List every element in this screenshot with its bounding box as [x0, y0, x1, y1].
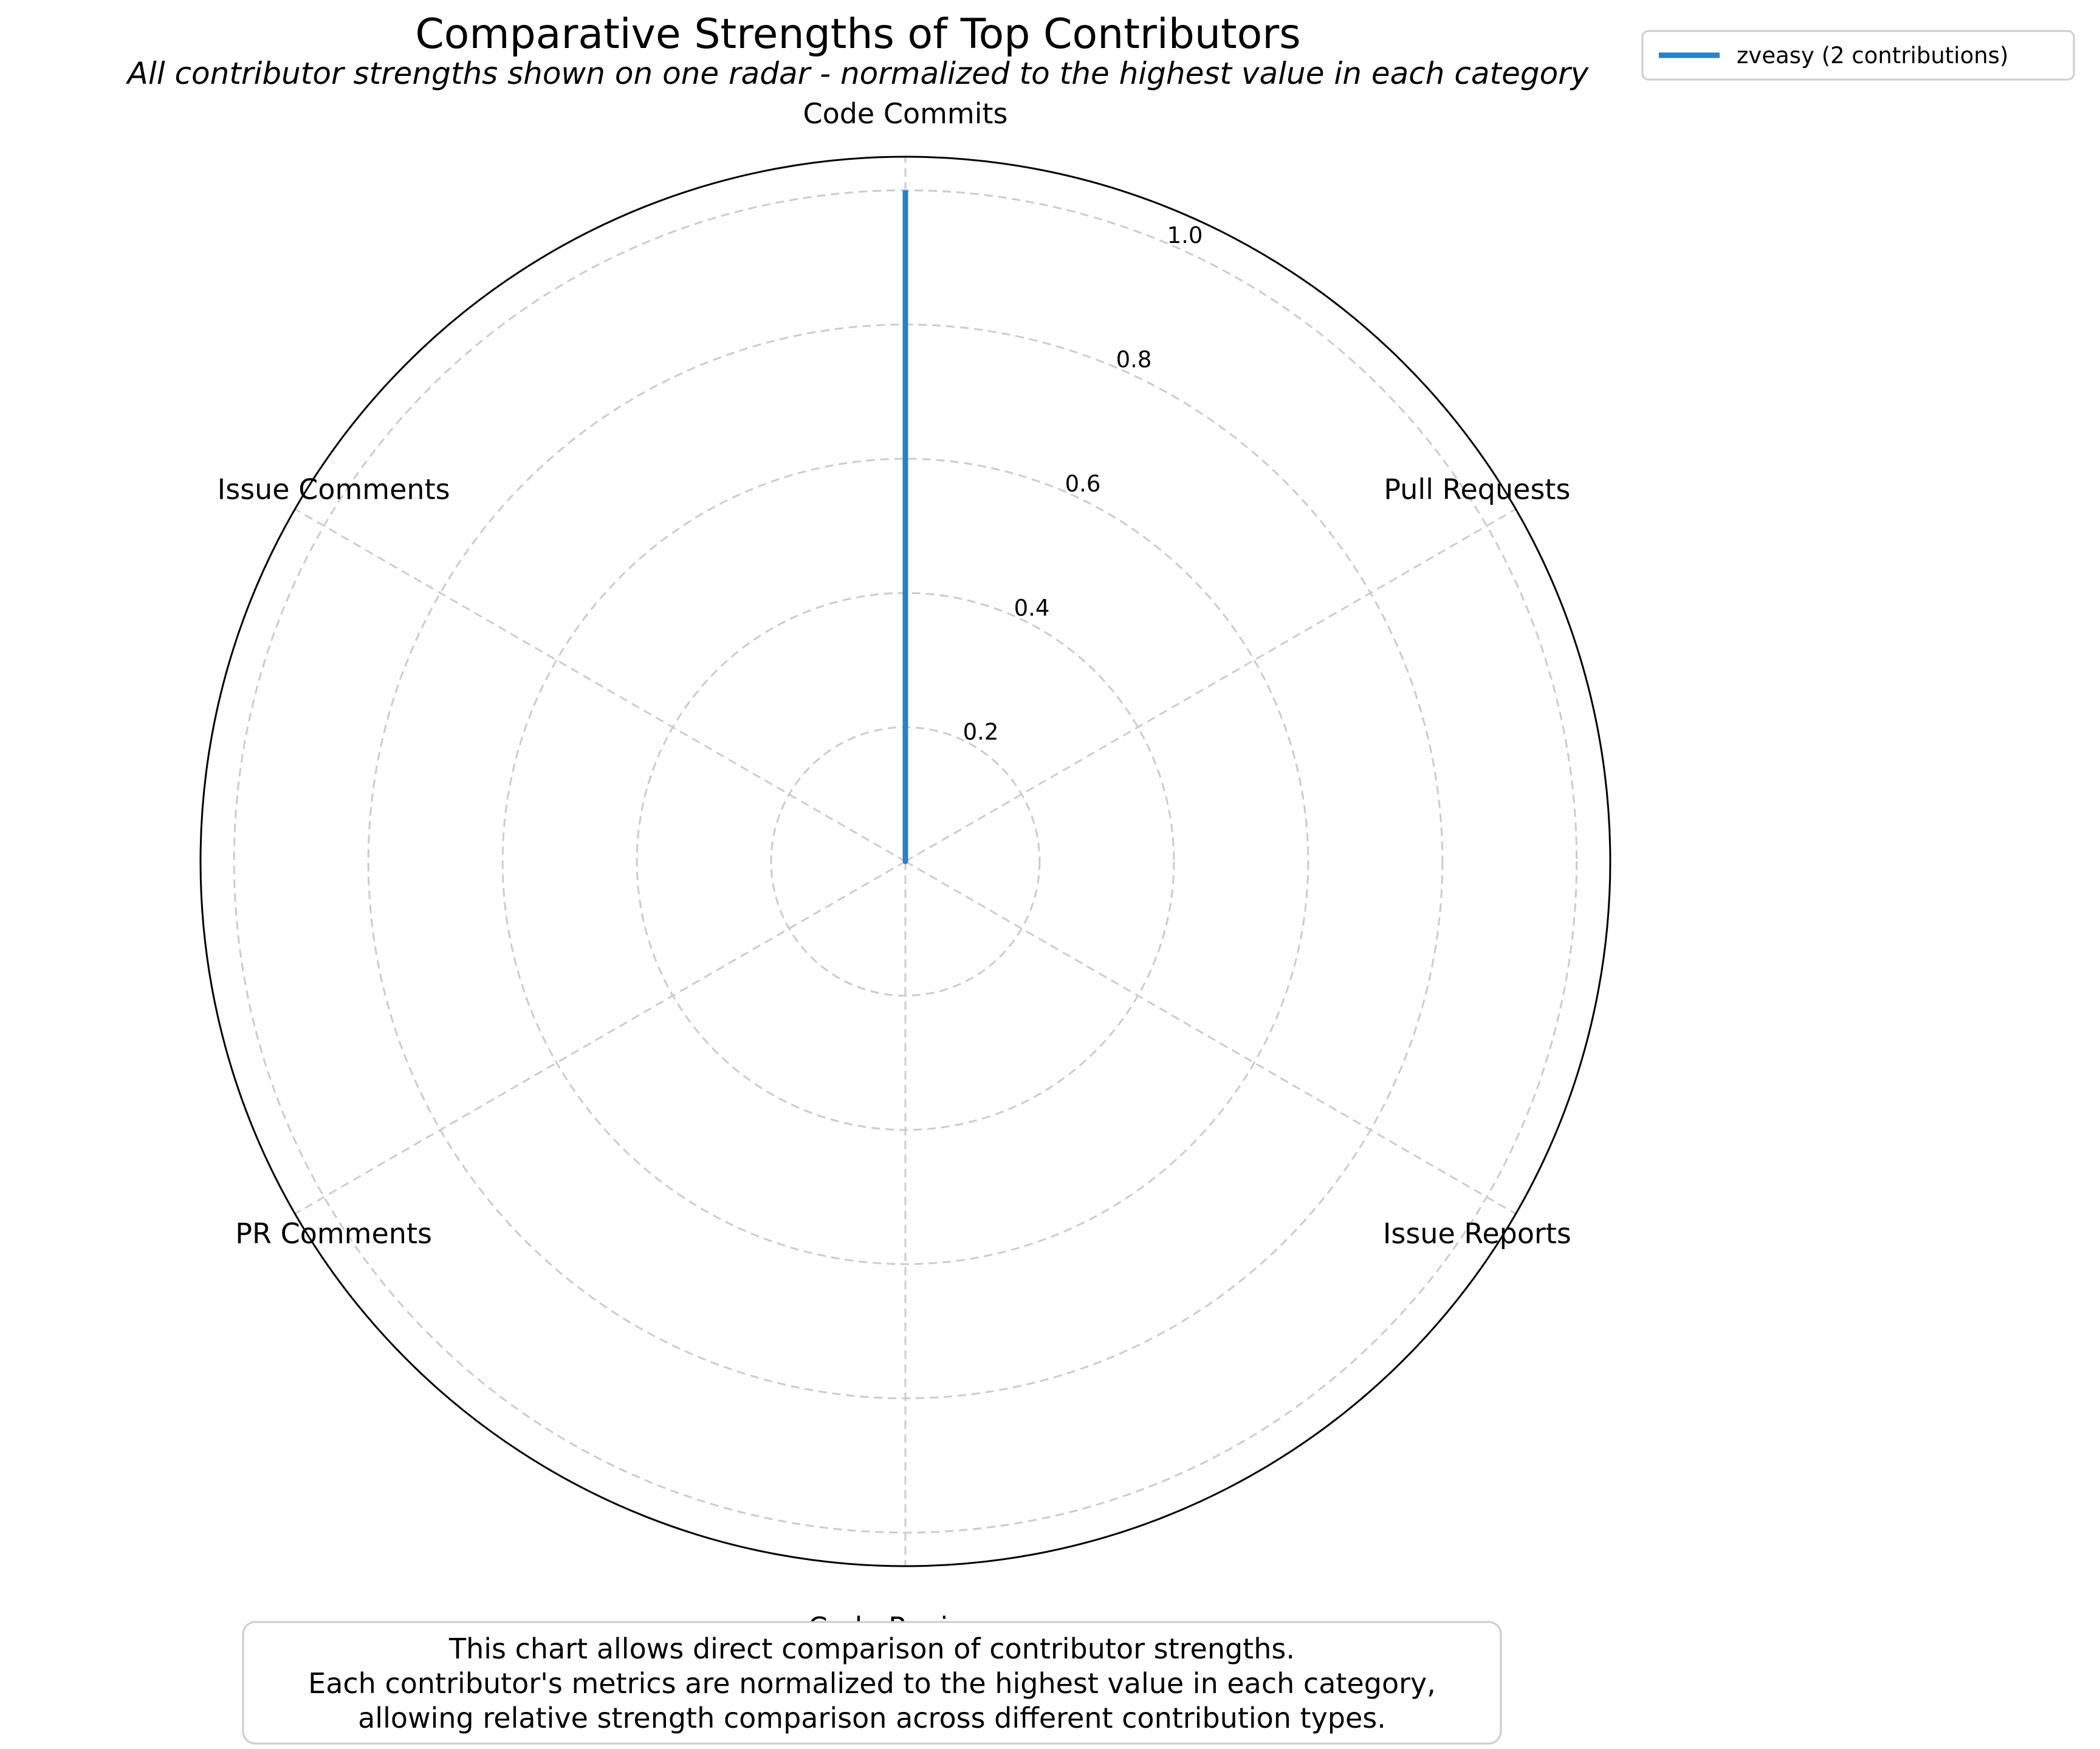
chart-title: Comparative Strengths of Top Contributor… [415, 10, 1300, 58]
explanation-line-2: Each contributor's metrics are normalize… [308, 1667, 1436, 1700]
radial-tick-label-0: 0.2 [963, 719, 999, 745]
radar-outer-frame [199, 156, 1611, 1567]
category-label-0: Code Commits [803, 97, 1007, 130]
grid-spoke-1 [905, 508, 1517, 863]
category-label-5: Issue Comments [218, 473, 450, 506]
radial-tick-label-3: 0.8 [1116, 347, 1152, 373]
category-label-1: Pull Requests [1384, 473, 1570, 506]
grid-spoke-4 [294, 860, 906, 1215]
grid-spoke-5 [294, 508, 906, 863]
grid-spoke-2 [905, 860, 1517, 1215]
legend-entry: zveasy (2 contributions) [1737, 43, 2008, 69]
explanation-line-1: This chart allows direct comparison of c… [448, 1632, 1295, 1665]
legend-frame [1641, 30, 2075, 81]
explanation-box: This chart allows direct comparison of c… [242, 1621, 1502, 1745]
explanation-line-3: allowing relative strength comparison ac… [358, 1702, 1386, 1734]
grid-ring-2 [501, 457, 1309, 1265]
chart-subtitle: All contributor strengths shown on one r… [126, 56, 1590, 91]
radial-tick-label-2: 0.6 [1065, 471, 1101, 497]
radial-tick-label-1: 0.4 [1014, 595, 1050, 621]
radial-tick-labels: 0.2 0.4 0.6 0.8 1.0 [963, 222, 1203, 745]
radial-tick-label-4: 1.0 [1167, 222, 1203, 248]
explanation-frame [242, 1621, 1502, 1745]
legend: zveasy (2 contributions) [1641, 30, 2075, 81]
category-label-4: PR Comments [235, 1217, 432, 1250]
category-label-2: Issue Reports [1383, 1217, 1571, 1250]
